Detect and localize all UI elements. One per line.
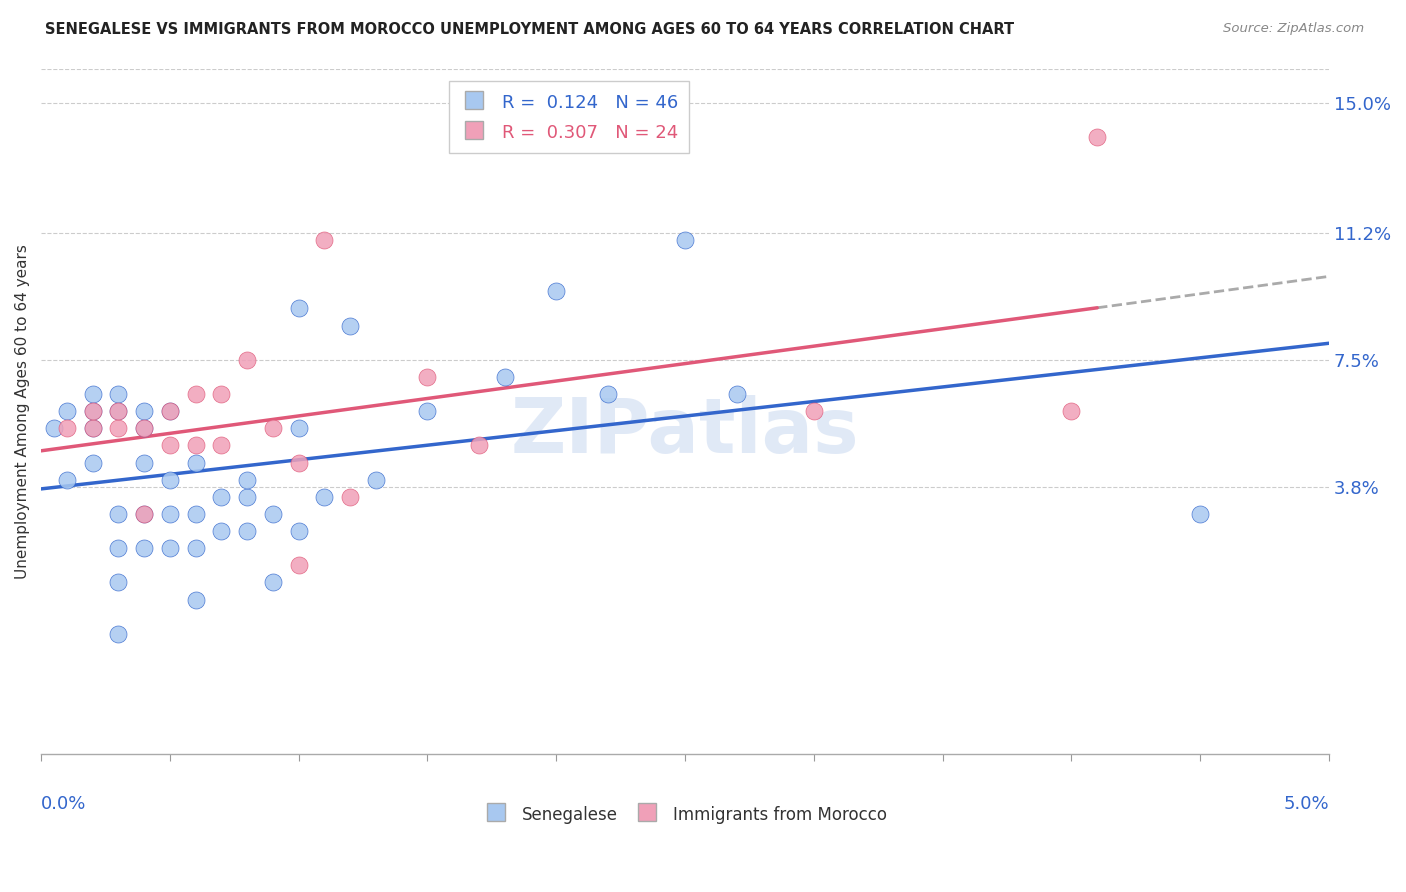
- Point: [184, 456, 207, 470]
- Point: [82, 421, 104, 435]
- Point: [82, 456, 104, 470]
- Point: [159, 438, 181, 452]
- Point: [287, 421, 309, 435]
- Point: [236, 490, 259, 504]
- Point: [82, 404, 104, 418]
- Point: [262, 507, 284, 521]
- Point: [107, 541, 129, 556]
- Point: [673, 233, 696, 247]
- Point: [287, 456, 309, 470]
- Point: [184, 438, 207, 452]
- Point: [134, 541, 156, 556]
- Point: [236, 352, 259, 367]
- Point: [159, 473, 181, 487]
- Point: [287, 558, 309, 573]
- Point: [1060, 404, 1083, 418]
- Text: 5.0%: 5.0%: [1284, 795, 1329, 813]
- Point: [209, 387, 232, 401]
- Point: [184, 592, 207, 607]
- Point: [82, 387, 104, 401]
- Point: [184, 387, 207, 401]
- Point: [209, 438, 232, 452]
- Point: [287, 524, 309, 538]
- Point: [56, 473, 79, 487]
- Point: [159, 541, 181, 556]
- Point: [107, 421, 129, 435]
- Point: [42, 421, 65, 435]
- Text: 0.0%: 0.0%: [41, 795, 87, 813]
- Point: [596, 387, 619, 401]
- Point: [159, 507, 181, 521]
- Point: [1085, 130, 1108, 145]
- Point: [416, 370, 439, 384]
- Point: [82, 421, 104, 435]
- Point: [209, 490, 232, 504]
- Point: [184, 541, 207, 556]
- Point: [82, 404, 104, 418]
- Point: [134, 404, 156, 418]
- Point: [262, 575, 284, 590]
- Point: [416, 404, 439, 418]
- Point: [107, 627, 129, 641]
- Point: [184, 507, 207, 521]
- Point: [134, 421, 156, 435]
- Point: [107, 575, 129, 590]
- Legend: Senegalese, Immigrants from Morocco: Senegalese, Immigrants from Morocco: [475, 797, 896, 832]
- Point: [236, 524, 259, 538]
- Point: [134, 421, 156, 435]
- Point: [107, 387, 129, 401]
- Point: [209, 524, 232, 538]
- Point: [107, 404, 129, 418]
- Point: [725, 387, 748, 401]
- Point: [314, 233, 336, 247]
- Point: [314, 490, 336, 504]
- Point: [468, 438, 491, 452]
- Point: [546, 285, 568, 299]
- Point: [339, 318, 361, 333]
- Point: [56, 404, 79, 418]
- Point: [236, 473, 259, 487]
- Point: [134, 507, 156, 521]
- Point: [159, 404, 181, 418]
- Text: Source: ZipAtlas.com: Source: ZipAtlas.com: [1223, 22, 1364, 36]
- Point: [134, 507, 156, 521]
- Point: [364, 473, 387, 487]
- Text: SENEGALESE VS IMMIGRANTS FROM MOROCCO UNEMPLOYMENT AMONG AGES 60 TO 64 YEARS COR: SENEGALESE VS IMMIGRANTS FROM MOROCCO UN…: [45, 22, 1014, 37]
- Point: [494, 370, 516, 384]
- Text: ZIPatlas: ZIPatlas: [510, 395, 859, 468]
- Point: [339, 490, 361, 504]
- Point: [262, 421, 284, 435]
- Point: [107, 404, 129, 418]
- Point: [134, 456, 156, 470]
- Point: [107, 507, 129, 521]
- Y-axis label: Unemployment Among Ages 60 to 64 years: Unemployment Among Ages 60 to 64 years: [15, 244, 30, 579]
- Point: [159, 404, 181, 418]
- Point: [1189, 507, 1212, 521]
- Point: [287, 301, 309, 316]
- Point: [803, 404, 825, 418]
- Point: [56, 421, 79, 435]
